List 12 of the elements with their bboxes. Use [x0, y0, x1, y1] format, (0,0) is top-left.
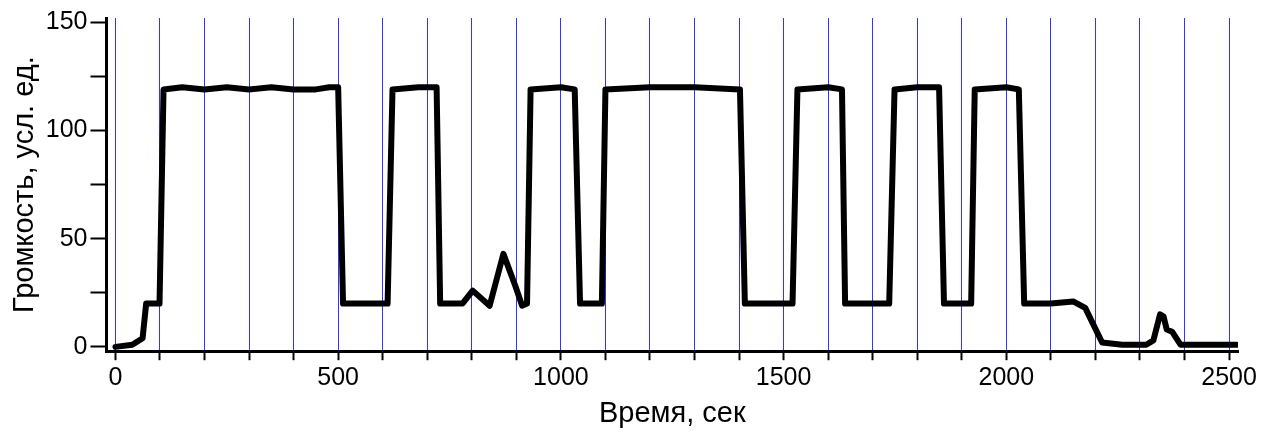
x-tick-label: 1000: [533, 362, 589, 391]
y-tick-label: 50: [59, 222, 88, 251]
y-tick-label: 100: [45, 114, 88, 143]
y-tick-label: 0: [73, 330, 88, 359]
y-tick-label: 150: [45, 6, 88, 35]
x-tick-label: 1500: [755, 362, 812, 391]
x-tick-label: 2000: [978, 362, 1035, 391]
x-tick-label: 2500: [1201, 362, 1257, 391]
x-tick-label: 500: [317, 362, 360, 391]
x-axis-title: Время, сек: [598, 395, 746, 428]
y-axis-title: Громкость, усл. ед.: [7, 56, 40, 313]
x-tick-label: 0: [108, 362, 123, 391]
